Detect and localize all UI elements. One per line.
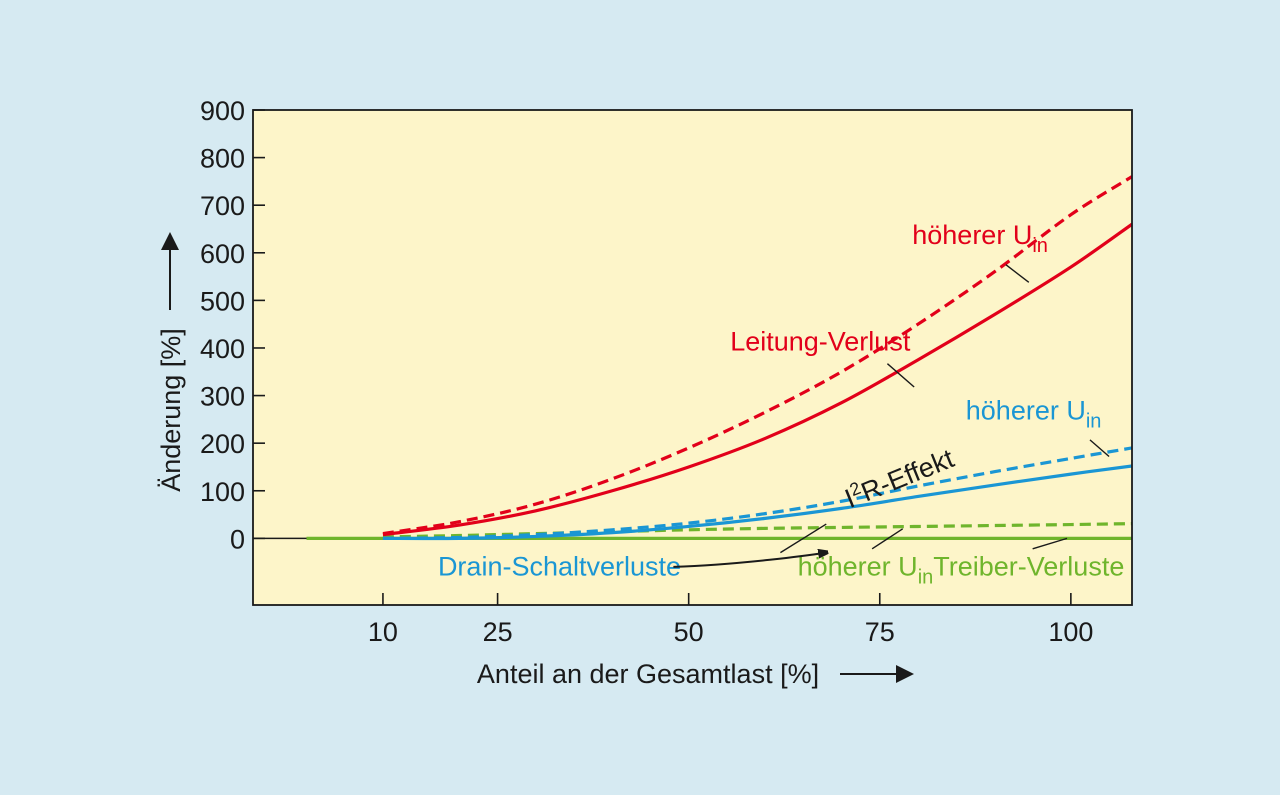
y-axis-title: Änderung [%] xyxy=(156,328,186,492)
x-tick-label: 10 xyxy=(368,617,398,647)
leader-line-a-drain xyxy=(780,523,827,554)
y-tick-label: 100 xyxy=(200,477,245,507)
y-tick-label: 400 xyxy=(200,334,245,364)
series-line-leitung xyxy=(382,222,1132,537)
series-line-drain xyxy=(382,464,1132,541)
y-tick-label: 900 xyxy=(200,96,245,126)
leader-line-a-green-uin xyxy=(871,528,904,550)
y-tick-label: 500 xyxy=(200,286,245,316)
x-tick-label: 50 xyxy=(674,617,704,647)
y-tick-label: 800 xyxy=(200,144,245,174)
series-line-drain-hoeher xyxy=(382,446,1132,540)
y-axis-arrowhead xyxy=(161,232,179,250)
leader-line-a-blue-uin xyxy=(1089,439,1110,458)
x-axis-title: Anteil an der Gesamtlast [%] xyxy=(477,659,819,689)
y-tick-label: 300 xyxy=(200,382,245,412)
annotation-a-treiber: Treiber-Verluste xyxy=(933,551,1124,581)
annotation-a-blue-uin: höherer Uin xyxy=(966,395,1102,432)
y-tick-label: 0 xyxy=(230,524,245,554)
y-tick-label: 600 xyxy=(200,239,245,269)
series-layer xyxy=(253,175,1132,541)
annotation-a-drain: Drain-Schaltverluste xyxy=(438,551,681,581)
leader-line-a-leitung xyxy=(886,363,915,388)
leader-line-a-treiber xyxy=(1032,537,1068,550)
series-line-leitung-hoeher xyxy=(382,175,1132,536)
leader-line-a-red-uin xyxy=(1005,264,1030,283)
x-tick-label: 100 xyxy=(1048,617,1093,647)
annotation-a-red-uin: höherer Uin xyxy=(912,220,1048,257)
axes: 0 100 200 300 400 500 600 700 800 900 10 25 50 75 100 A… xyxy=(156,96,1133,689)
y-tick-label: 200 xyxy=(200,429,245,459)
x-tick-label: 25 xyxy=(483,617,513,647)
annotation-a-leitung: Leitung-Verlust xyxy=(730,326,911,356)
i2r-arrow xyxy=(673,553,826,568)
x-axis-arrowhead xyxy=(896,665,914,683)
y-tick-label: 700 xyxy=(200,191,245,221)
x-tick-label: 75 xyxy=(865,617,895,647)
plot-frame xyxy=(252,109,1133,606)
